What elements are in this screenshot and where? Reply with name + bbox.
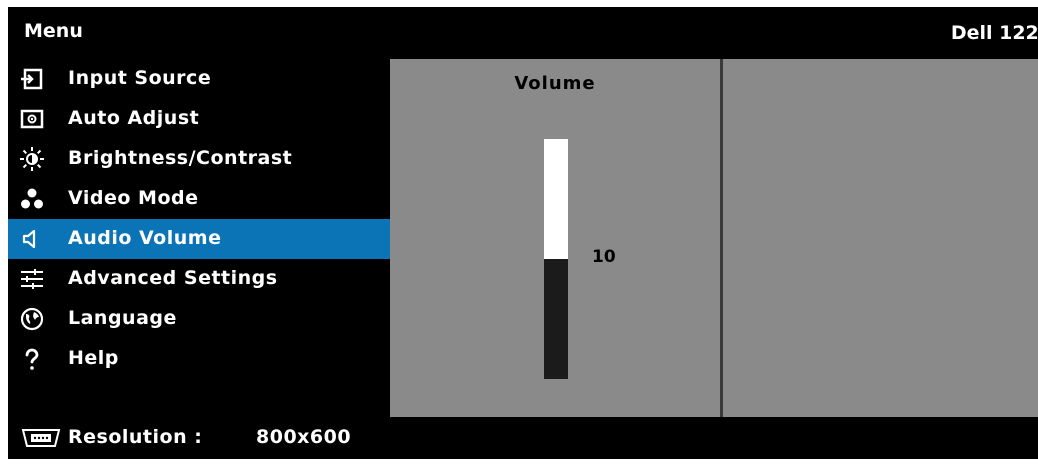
video-mode-icon xyxy=(20,187,44,211)
menu-item-input-source[interactable]: Input Source xyxy=(8,59,390,99)
menu-title: Menu xyxy=(24,20,83,42)
volume-panel: Volume 10 xyxy=(390,59,720,417)
volume-level-fill xyxy=(544,139,568,259)
main-menu: Input Source Auto Adjust Brightness/Cont… xyxy=(8,59,390,417)
menu-item-label: Audio Volume xyxy=(68,227,222,249)
menu-item-help[interactable]: Help xyxy=(8,339,390,379)
volume-value: 10 xyxy=(592,247,616,267)
menu-item-label: Language xyxy=(68,307,177,329)
title-bar: Menu Dell 1220 xyxy=(8,7,1038,59)
projector-osd: Menu Dell 1220 Input Source Auto Adjust … xyxy=(8,7,1038,459)
menu-item-label: Video Mode xyxy=(68,187,199,209)
vga-connector-icon xyxy=(20,427,62,449)
menu-item-label: Help xyxy=(68,347,119,369)
menu-item-label: Advanced Settings xyxy=(68,267,278,289)
menu-item-video-mode[interactable]: Video Mode xyxy=(8,179,390,219)
menu-item-advanced-settings[interactable]: Advanced Settings xyxy=(8,259,390,299)
globe-icon xyxy=(20,307,44,331)
auto-adjust-icon xyxy=(20,107,44,131)
sliders-icon xyxy=(20,267,44,291)
volume-title: Volume xyxy=(514,73,596,94)
submenu-panel xyxy=(723,59,1038,417)
menu-item-audio-volume[interactable]: Audio Volume xyxy=(8,219,390,259)
menu-item-auto-adjust[interactable]: Auto Adjust xyxy=(8,99,390,139)
menu-item-language[interactable]: Language xyxy=(8,299,390,339)
menu-item-label: Input Source xyxy=(68,67,212,89)
brightness-icon xyxy=(20,147,44,171)
speaker-icon xyxy=(20,227,44,251)
input-source-icon xyxy=(20,67,44,91)
resolution-value: 800x600 xyxy=(256,426,352,448)
volume-slider[interactable] xyxy=(544,139,568,379)
menu-item-label: Auto Adjust xyxy=(68,107,200,129)
resolution-label: Resolution : xyxy=(68,426,203,448)
panel-divider xyxy=(720,59,723,417)
model-name: Dell 1220 xyxy=(950,22,1038,44)
status-bar: Resolution : 800x600 xyxy=(8,417,1038,459)
menu-item-label: Brightness/Contrast xyxy=(68,147,293,169)
menu-item-brightness-contrast[interactable]: Brightness/Contrast xyxy=(8,139,390,179)
help-icon xyxy=(20,347,44,371)
